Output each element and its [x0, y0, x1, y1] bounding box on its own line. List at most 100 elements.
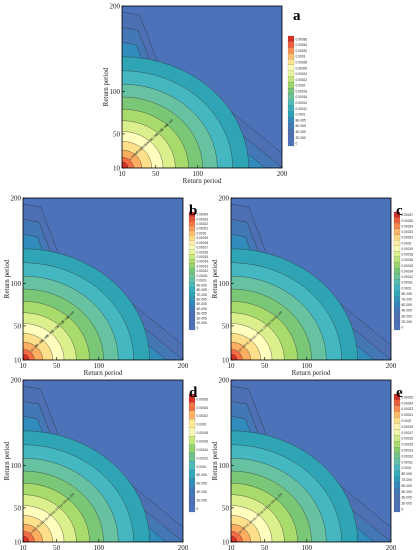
plot-frame	[230, 379, 392, 543]
colorbar-swatch	[393, 284, 401, 291]
colorbar-label: 0.00024	[402, 401, 414, 405]
x-tick-label: 100	[193, 170, 204, 178]
x-tick-label: 100	[302, 362, 313, 370]
contour-value-label: 6E-005	[252, 330, 262, 340]
colorbar-label: 0.0003	[296, 55, 306, 59]
colorbar-label: 4E-005	[402, 309, 413, 313]
colorbar-swatch	[393, 262, 401, 269]
colorbar-swatch	[393, 417, 401, 424]
colorbar-swatch	[393, 324, 401, 331]
colorbar-label: 0.0002	[402, 241, 412, 245]
colorbar-label: 0.00018	[197, 241, 209, 245]
colorbar-label: 0.00013	[402, 449, 414, 453]
colorbar-label: 7E-005	[402, 298, 413, 302]
contour-value-label: 3E-005	[55, 319, 65, 329]
x-tick-label: 100	[94, 544, 105, 550]
colorbar-label: 0	[402, 326, 404, 330]
colorbar-label: 3E-005	[402, 496, 413, 500]
y-axis-label: Return period	[102, 67, 110, 106]
colorbar-swatch	[287, 88, 295, 94]
colorbar-label: 0.00019	[402, 425, 414, 429]
colorbar-label: 0.00017	[197, 246, 209, 250]
colorbar-label: 4E-005	[296, 130, 307, 134]
colorbar-swatch	[393, 423, 401, 430]
panel-letter: c	[396, 203, 403, 219]
colorbar-swatch	[393, 268, 401, 274]
colorbar-label: 0.00017	[402, 431, 414, 435]
contour-chart-c: 2E-005 3E-005 4E-005 6E-005 7E-005 8E-005 10 50…	[208, 183, 417, 378]
contour-value-label: 7E-005	[245, 518, 255, 528]
colorbar-label: 0.00016	[197, 439, 209, 443]
colorbar-label: 2E-005	[402, 320, 413, 324]
y-axis-label: Return period	[3, 259, 11, 298]
x-tick-label: 50	[261, 362, 269, 370]
colorbar-swatch	[287, 116, 295, 123]
y-tick-label: 200	[110, 3, 121, 11]
colorbar-label: 0.00024	[197, 213, 209, 217]
colorbar-swatch	[393, 256, 401, 263]
colorbar-swatch	[188, 503, 196, 513]
colorbar-label: 0.00015	[402, 443, 414, 447]
contour-chart-b: 1E-005 2E-005 3E-005 4E-005 5E-005 6E-005 7E-0…	[0, 183, 210, 378]
x-tick-label: 50	[53, 544, 61, 550]
colorbar-swatch	[188, 249, 196, 255]
colorbar-label: 8E-005	[296, 118, 307, 122]
contour-chart-a: 2E-005 4E-005 6E-005 8E-005 0.0001 0.00012 0.0…	[0, 0, 417, 190]
colorbar-swatch	[188, 486, 196, 496]
colorbar-label: 0.00012	[402, 454, 414, 458]
contour-value-label: 6E-005	[252, 512, 262, 522]
colorbar-swatch	[188, 410, 196, 420]
colorbar-swatch	[188, 495, 196, 504]
colorbar-label: 8E-005	[402, 472, 413, 476]
contour-chart-d: 2E-005 4E-005 6E-005 8E-005 0.0001 0.00012 10 5…	[0, 365, 210, 550]
contour-value-label: 2E-005	[60, 315, 70, 325]
y-tick-label: 100	[110, 88, 121, 96]
colorbar-swatch	[188, 282, 196, 288]
colorbar-swatch	[393, 318, 401, 325]
contour-value-label: 2E-005	[165, 118, 175, 128]
colorbar-label: 0.0002	[197, 231, 207, 235]
y-tick-label: 10	[14, 357, 22, 365]
colorbar-swatch	[188, 226, 196, 231]
colorbar-swatch	[287, 35, 295, 42]
colorbar-label: 0.00014	[197, 448, 209, 452]
colorbar-swatch	[188, 278, 196, 283]
y-tick-label: 10	[113, 165, 121, 173]
colorbar-swatch	[393, 482, 401, 489]
colorbar-label: 2E-005	[197, 498, 208, 502]
colorbar-swatch	[188, 273, 196, 279]
colorbar-label: 0.0001	[197, 279, 207, 283]
colorbar-label: 2E-005	[296, 136, 307, 140]
colorbar-swatch	[393, 405, 401, 412]
x-tick-label: 200	[386, 544, 397, 550]
panel-letter: a	[293, 8, 301, 24]
contour-value-label: 4E-005	[50, 324, 60, 334]
colorbar-swatch	[393, 290, 401, 297]
colorbar-swatch	[393, 279, 401, 286]
colorbar-label: 0.00014	[296, 101, 308, 105]
plot-frame	[22, 379, 184, 543]
colorbar-swatch	[188, 320, 196, 326]
colorbar-swatch	[393, 458, 401, 465]
colorbar-label: 0.00012	[197, 269, 209, 273]
x-tick-label: 10	[228, 544, 236, 550]
colorbar-label: 6E-005	[197, 482, 208, 486]
colorbar-swatch	[287, 76, 295, 83]
colorbar-label: 6E-005	[402, 303, 413, 307]
colorbar-swatch	[188, 452, 196, 462]
colorbar-label: 0.00028	[296, 61, 308, 65]
colorbar-label: 3E-005	[402, 314, 413, 318]
colorbar-swatch	[393, 476, 401, 483]
colorbar-swatch	[393, 429, 401, 436]
colorbar-label: 6E-005	[402, 484, 413, 488]
colorbar-label: 0.00024	[197, 406, 209, 410]
x-axis-label: Return period	[84, 369, 123, 377]
colorbar-label: 0.00022	[296, 78, 308, 82]
colorbar-label: 0.00018	[402, 253, 414, 257]
colorbar-label: 7E-005	[197, 293, 208, 297]
colorbar-label: 0.00022	[402, 236, 414, 240]
contour-value-label: 0.0001	[37, 519, 47, 529]
y-tick-label: 100	[11, 462, 22, 470]
colorbar-swatch	[188, 301, 196, 307]
